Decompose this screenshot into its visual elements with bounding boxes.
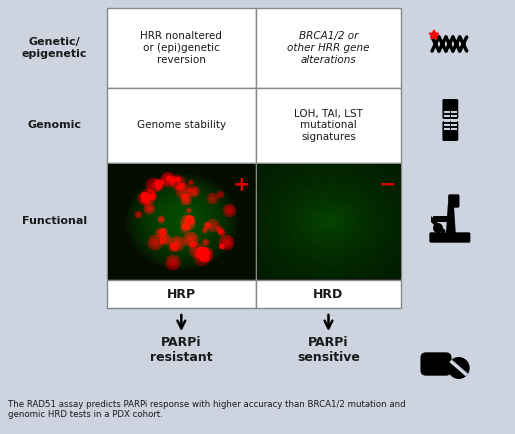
- Text: Genetic/
epigenetic: Genetic/ epigenetic: [22, 37, 87, 59]
- Bar: [255, 163, 401, 280]
- FancyBboxPatch shape: [430, 233, 470, 242]
- Bar: [255, 8, 401, 88]
- Polygon shape: [431, 216, 446, 234]
- FancyBboxPatch shape: [442, 99, 451, 119]
- Text: PARPi
resistant: PARPi resistant: [150, 336, 213, 364]
- FancyBboxPatch shape: [450, 121, 458, 141]
- Text: PARPi
sensitive: PARPi sensitive: [297, 336, 360, 364]
- Bar: [107, 88, 255, 163]
- FancyBboxPatch shape: [449, 195, 459, 207]
- Bar: [255, 280, 401, 308]
- Text: Functional: Functional: [22, 217, 87, 227]
- FancyBboxPatch shape: [450, 99, 458, 119]
- Text: HRD: HRD: [313, 287, 344, 300]
- Bar: [107, 163, 255, 280]
- Circle shape: [448, 357, 470, 379]
- Bar: [107, 280, 255, 308]
- FancyBboxPatch shape: [421, 353, 451, 375]
- Text: HRR nonaltered
or (epi)genetic
reversion: HRR nonaltered or (epi)genetic reversion: [141, 31, 222, 65]
- Text: LOH, TAI, LST
mutational
signatures: LOH, TAI, LST mutational signatures: [294, 109, 363, 142]
- Polygon shape: [446, 204, 456, 234]
- Polygon shape: [433, 216, 454, 222]
- Text: The RAD51 assay predicts PARPi response with higher accuracy than BRCA1/2 mutati: The RAD51 assay predicts PARPi response …: [8, 400, 405, 419]
- Text: BRCA1/2 or
other HRR gene
alterations: BRCA1/2 or other HRR gene alterations: [287, 31, 370, 65]
- Text: Genomic: Genomic: [27, 121, 81, 131]
- Text: −: −: [379, 175, 397, 195]
- Text: Genome stability: Genome stability: [137, 121, 226, 131]
- Text: +: +: [233, 175, 251, 195]
- Text: HRP: HRP: [167, 287, 196, 300]
- Bar: [255, 88, 401, 163]
- Circle shape: [433, 223, 443, 233]
- FancyBboxPatch shape: [442, 121, 451, 141]
- Bar: [107, 8, 255, 88]
- Polygon shape: [430, 30, 439, 39]
